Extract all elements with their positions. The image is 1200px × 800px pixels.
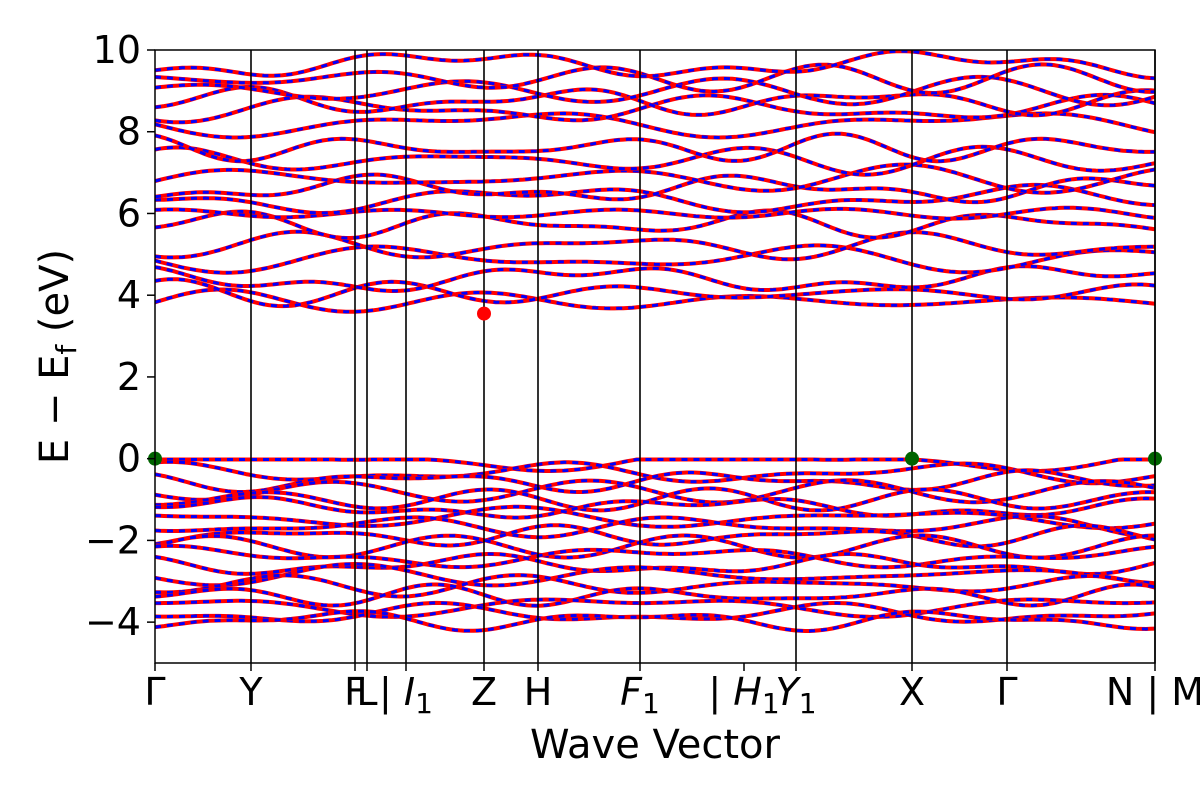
- band-line-blue-13: [155, 573, 1155, 598]
- band-line-blue-32: [155, 85, 1155, 117]
- y-tick-label-5: 6: [117, 191, 141, 235]
- band-line-blue-12: [155, 562, 1155, 587]
- kpath-label-7: F1: [620, 670, 660, 720]
- band-line-blue-26: [155, 173, 1155, 204]
- kpath-label-11: Γ: [996, 670, 1017, 714]
- y-tick-label-2: 0: [117, 437, 141, 481]
- y-tick-label-7: 10: [93, 28, 141, 72]
- band-line-red-6: [155, 504, 1155, 531]
- band-line-blue-29: [155, 132, 1155, 163]
- band-line-blue-22: [155, 230, 1155, 261]
- band-line-red-0: [155, 457, 1155, 473]
- plot-frame: [154, 49, 1156, 664]
- y-axis-ticks: −4 −2 0 2 4 6 8 10: [85, 28, 155, 644]
- band-line-blue-18: [155, 288, 1155, 314]
- kpath-label-10: X: [899, 670, 925, 714]
- y-tick-label-0: −4: [85, 600, 141, 644]
- band-line-blue-19: [155, 277, 1155, 308]
- band-line-blue-8: [155, 523, 1155, 548]
- kpath-label-2: F: [344, 670, 366, 714]
- cbm-marker-3: [477, 306, 491, 321]
- band-line-blue-3: [155, 478, 1155, 504]
- y-axis-label: E − Ef (eV): [32, 249, 83, 464]
- band-line-blue-5: [155, 495, 1155, 520]
- band-line-blue-28: [155, 145, 1155, 177]
- band-line-blue-34: [155, 62, 1155, 95]
- vbm-marker-1: [905, 451, 919, 466]
- kpath-label-0: Γ: [144, 670, 165, 714]
- band-line-blue-35: [155, 50, 1155, 80]
- band-line-blue-21: [155, 243, 1155, 275]
- kpath-label-4: | I1: [379, 670, 433, 720]
- band-line-blue-27: [155, 163, 1155, 195]
- band-line-red-28: [155, 144, 1155, 177]
- kpath-label-8: | H1: [708, 670, 779, 720]
- y-tick-label-6: 8: [117, 110, 141, 154]
- x-axis-label: Wave Vector: [530, 722, 781, 768]
- band-line-blue-2: [155, 468, 1155, 494]
- band-line-red-24: [155, 205, 1155, 221]
- y-tick-label-3: 2: [117, 355, 141, 399]
- kpath-label-12: N | M: [1106, 670, 1200, 715]
- band-line-red-10: [155, 543, 1155, 570]
- band-line-blue-7: [155, 514, 1155, 539]
- kpath-label-6: H: [524, 670, 553, 714]
- y-tick-label-4: 4: [117, 273, 141, 317]
- band-line-red-22: [155, 229, 1155, 262]
- band-line-blue-14: [155, 583, 1155, 608]
- kpath-label-1: Y: [238, 670, 263, 714]
- extremum-markers: [148, 306, 1162, 466]
- kpath-label-5: Z: [471, 670, 497, 714]
- y-tick-label-1: −2: [85, 518, 141, 562]
- band-line-red-2: [155, 468, 1155, 494]
- band-line-red-15: [155, 597, 1155, 619]
- band-line-blue-17: [155, 609, 1155, 633]
- band-line-blue-4: [155, 486, 1155, 512]
- band-lines: [155, 50, 1155, 633]
- kpath-label-3: L: [356, 670, 377, 714]
- kpath-label-9: Y1: [775, 670, 816, 720]
- band-line-blue-33: [155, 75, 1155, 107]
